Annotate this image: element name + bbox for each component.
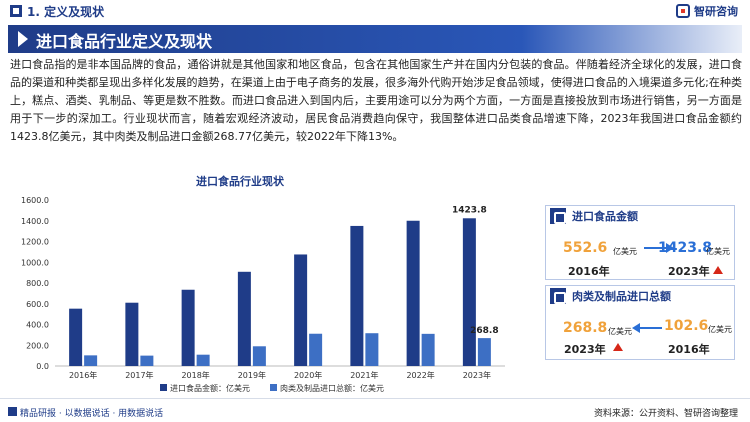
- increase-arrow-icon: [613, 343, 623, 351]
- y-tick-label: 600.0: [26, 300, 49, 309]
- y-tick-label: 1000.0: [21, 258, 49, 267]
- intro-paragraph: 进口食品指的是非本国品牌的食品，通俗讲就是其他国家和地区食品，包含在其他国家生产…: [10, 58, 742, 143]
- x-tick-label: 2019年: [238, 370, 266, 380]
- brand-logo: 智研咨询: [676, 3, 738, 19]
- card-header: 进口食品金额: [546, 206, 734, 226]
- y-tick-label: 200.0: [26, 341, 49, 350]
- y-tick-label: 1600.0: [21, 196, 49, 205]
- bar-meat-import: [421, 333, 435, 366]
- x-tick-label: 2021年: [350, 370, 378, 380]
- chart-icon: [550, 288, 566, 304]
- card-left-unit: 亿美元: [608, 327, 632, 336]
- arrow-right-icon: [644, 243, 674, 253]
- bar-meat-import: [140, 355, 154, 366]
- bar-import-food: [237, 271, 251, 366]
- x-tick-label: 2020年: [294, 370, 322, 380]
- bar-meat-import: [309, 333, 323, 366]
- bar-meat-import: [196, 354, 210, 366]
- x-tick-label: 2018年: [181, 370, 209, 380]
- card-right-value: 1423.8: [658, 240, 713, 256]
- bar-chart: 0.0 200.0 400.0 600.0 800.0 1000.0 1200.0 1400.…: [21, 196, 505, 393]
- card-right-value: 102.6: [664, 318, 709, 334]
- card-left-year: 2023年: [564, 343, 606, 356]
- x-tick-label: 2023年: [463, 370, 491, 380]
- y-tick-label: 0.0: [36, 362, 49, 371]
- bar-import-food: [125, 302, 139, 366]
- top-bar: 1. 定义及现状 智研咨询: [0, 0, 750, 22]
- card-right-year: 2016年: [668, 343, 710, 356]
- title-banner: 进口食品行业定义及现状: [8, 25, 742, 53]
- card-meat-import-total: 肉类及制品进口总额 268.8 亿美元 2023年 102.6 亿美元 2016…: [545, 285, 735, 360]
- bar-meat-import: [365, 333, 379, 366]
- legend-swatch: [160, 384, 167, 391]
- bar-meat-import: [477, 338, 491, 366]
- bar-meat-import: [252, 346, 266, 366]
- footer-brand: 精品研报 · 以数据说话 · 用数据说话: [20, 409, 164, 419]
- card-right-unit: 亿美元: [708, 325, 732, 334]
- legend-entry: 肉类及制品进口总额：亿美元: [280, 383, 384, 393]
- section-icon: [10, 5, 22, 17]
- card-left-value: 552.6: [563, 240, 608, 256]
- x-tick-label: 2017年: [125, 370, 153, 380]
- y-tick-label: 400.0: [26, 321, 49, 330]
- data-label: 268.8: [470, 326, 498, 336]
- increase-arrow-icon: [713, 266, 723, 274]
- section-title: 1. 定义及现状: [27, 5, 105, 19]
- card-header: 肉类及制品进口总额: [546, 286, 734, 306]
- y-tick-label: 800.0: [26, 279, 49, 288]
- x-tick-label: 2022年: [406, 370, 434, 380]
- card-right-year: 2023年: [668, 265, 710, 278]
- bar-import-food: [350, 225, 364, 366]
- footer: 精品研报 · 以数据说话 · 用数据说话 资料来源：公开资料、智研咨询整理: [0, 398, 750, 422]
- brand-mark-icon: [676, 4, 690, 18]
- card-left-value: 268.8: [563, 320, 608, 336]
- banner-title: 进口食品行业定义及现状: [36, 32, 213, 51]
- bar-import-food: [294, 254, 308, 366]
- brand-name: 智研咨询: [694, 5, 738, 18]
- card-label: 进口食品金额: [572, 210, 638, 223]
- data-label: 1423.8: [452, 205, 487, 215]
- y-tick-label: 1400.0: [21, 217, 49, 226]
- footer-logo-icon: [8, 407, 17, 416]
- arrow-left-icon: [632, 323, 662, 333]
- y-tick-label: 1200.0: [21, 238, 49, 247]
- legend-swatch: [270, 384, 277, 391]
- banner-arrow-icon: [18, 31, 28, 47]
- card-left-unit: 亿美元: [613, 247, 637, 256]
- bar-import-food: [462, 218, 476, 366]
- chart-icon: [550, 208, 566, 224]
- bar-meat-import: [84, 355, 98, 366]
- bar-import-food: [406, 220, 420, 366]
- chart-title: 进口食品行业现状: [196, 175, 284, 188]
- bar-import-food: [181, 289, 195, 366]
- card-left-year: 2016年: [568, 265, 610, 278]
- card-label: 肉类及制品进口总额: [572, 290, 671, 303]
- card-import-food-amount: 进口食品金额 552.6 亿美元 2016年 1423.8 亿美元 2023年: [545, 205, 735, 280]
- bar-import-food: [69, 308, 83, 366]
- legend-entry: 进口食品金额：亿美元: [170, 383, 250, 393]
- card-right-unit: 亿美元: [706, 247, 730, 256]
- footer-source: 资料来源：公开资料、智研咨询整理: [593, 409, 738, 419]
- x-tick-label: 2016年: [69, 370, 97, 380]
